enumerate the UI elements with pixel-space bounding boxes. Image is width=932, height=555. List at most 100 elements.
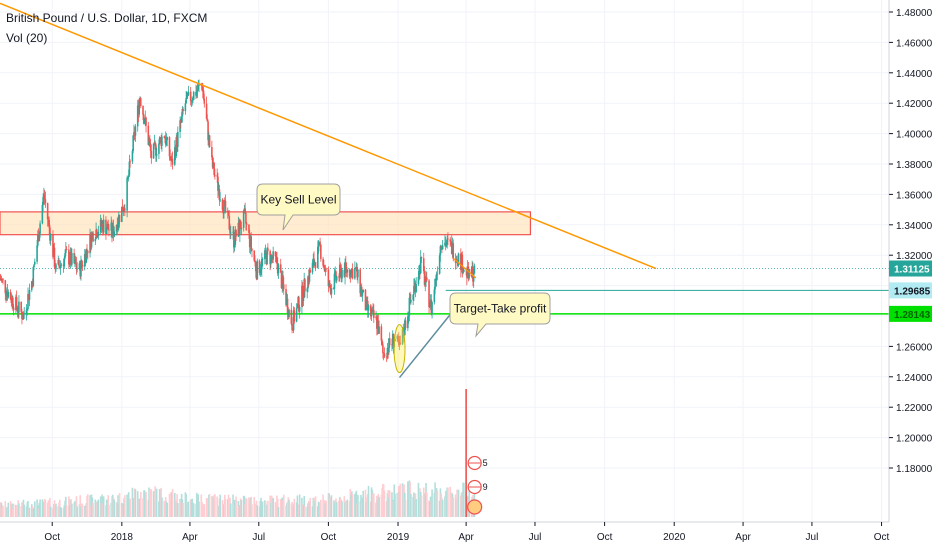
callout-text: Target-Take profit bbox=[454, 302, 547, 316]
volume-bar bbox=[383, 490, 386, 517]
candle-body bbox=[65, 249, 67, 254]
candle-body bbox=[206, 118, 209, 122]
candle-body bbox=[28, 289, 31, 300]
candle-body bbox=[223, 200, 225, 214]
candle-body bbox=[16, 307, 19, 312]
time-tick-label: 2019 bbox=[387, 532, 410, 543]
candle-body bbox=[60, 264, 63, 266]
candle-body bbox=[251, 248, 253, 251]
volume-bar bbox=[410, 493, 412, 517]
candle-body bbox=[205, 103, 208, 119]
candle-body bbox=[413, 286, 415, 295]
candle-body bbox=[365, 299, 368, 311]
volume-bar bbox=[394, 493, 396, 517]
price-tick-label: 1.46000 bbox=[896, 38, 932, 49]
volume-bar bbox=[224, 499, 227, 517]
candle-body bbox=[32, 267, 35, 286]
candle-body bbox=[420, 256, 423, 259]
price-tag-label: 1.28143 bbox=[894, 310, 931, 321]
candle-body bbox=[256, 260, 259, 280]
candle-body bbox=[397, 339, 400, 345]
volume-bar bbox=[235, 496, 237, 517]
candle-body bbox=[145, 117, 147, 126]
candle-body bbox=[233, 231, 235, 248]
price-tick-label: 1.38000 bbox=[896, 160, 932, 171]
candle-body bbox=[446, 238, 449, 245]
candle-body bbox=[129, 161, 131, 163]
candle-body bbox=[341, 269, 343, 279]
candle-body bbox=[55, 264, 57, 270]
candle-body bbox=[270, 255, 272, 265]
candle-body bbox=[264, 250, 266, 259]
volume-bar bbox=[108, 504, 110, 517]
candle-body bbox=[428, 280, 430, 308]
volume-bar bbox=[34, 501, 36, 517]
volume-bar bbox=[79, 495, 82, 517]
candle-body bbox=[122, 210, 125, 212]
candle-body bbox=[107, 223, 110, 230]
time-tick-label: Apr bbox=[458, 532, 474, 543]
volume-bar bbox=[81, 504, 84, 517]
candle-body bbox=[472, 273, 475, 282]
candle-body bbox=[49, 234, 52, 241]
volume-bar bbox=[304, 506, 306, 517]
candle-body bbox=[378, 326, 380, 334]
current-price-tag: 1.31125 bbox=[889, 260, 932, 277]
candle-body bbox=[228, 215, 231, 230]
candle-body bbox=[425, 277, 428, 281]
candle-body bbox=[350, 269, 352, 278]
event-flag-icon bbox=[467, 499, 483, 515]
candle-body bbox=[456, 259, 458, 262]
candle-body bbox=[168, 137, 171, 157]
candle-body bbox=[208, 135, 211, 148]
candle-body bbox=[307, 276, 309, 289]
candle-body bbox=[166, 137, 169, 140]
candle-body bbox=[221, 199, 224, 210]
volume-bar bbox=[113, 499, 116, 517]
candle-body bbox=[21, 311, 23, 320]
candle-body bbox=[213, 162, 215, 175]
candle-body bbox=[34, 261, 36, 265]
time-tick-label: Jul bbox=[806, 532, 819, 543]
candle-body bbox=[197, 85, 200, 91]
time-axis-background bbox=[0, 522, 932, 550]
volume-bar bbox=[309, 498, 312, 517]
candle-body bbox=[4, 280, 7, 294]
candle-body bbox=[452, 243, 455, 259]
volume-bar bbox=[23, 504, 26, 517]
candle-body bbox=[117, 223, 119, 231]
volume-bar bbox=[7, 502, 10, 517]
candle-body bbox=[86, 250, 89, 254]
candle-body bbox=[274, 251, 277, 257]
candle-body bbox=[105, 219, 107, 234]
candle-body bbox=[152, 143, 155, 159]
candle-body bbox=[286, 298, 289, 314]
candle-body bbox=[291, 323, 293, 330]
price-tick-label: 1.32000 bbox=[896, 251, 932, 262]
volume-bars bbox=[0, 389, 476, 517]
volume-spike-bar bbox=[465, 389, 467, 517]
candle-body bbox=[279, 264, 282, 273]
symbol-title[interactable]: British Pound / U.S. Dollar, 1D, FXCM bbox=[6, 11, 208, 25]
price-tick-label: 1.40000 bbox=[896, 130, 932, 141]
candle-body bbox=[282, 275, 284, 285]
candle-body bbox=[463, 269, 465, 272]
candle-body bbox=[81, 264, 84, 267]
volume-bar bbox=[185, 493, 187, 517]
volume-indicator-label[interactable]: Vol (20) bbox=[6, 31, 48, 45]
candle-body bbox=[380, 326, 383, 341]
price-tick-label: 1.44000 bbox=[896, 69, 932, 80]
candle-body bbox=[105, 229, 108, 234]
volume-bar bbox=[267, 500, 269, 517]
volume-bar bbox=[320, 499, 322, 517]
candle-body bbox=[134, 126, 137, 136]
candle-body bbox=[64, 253, 66, 258]
candle-body bbox=[381, 340, 383, 345]
candle-body bbox=[345, 261, 347, 267]
callout-bubble bbox=[256, 183, 341, 231]
candle-body bbox=[419, 256, 422, 274]
volume-bar bbox=[314, 496, 317, 517]
candle-body bbox=[142, 106, 144, 115]
